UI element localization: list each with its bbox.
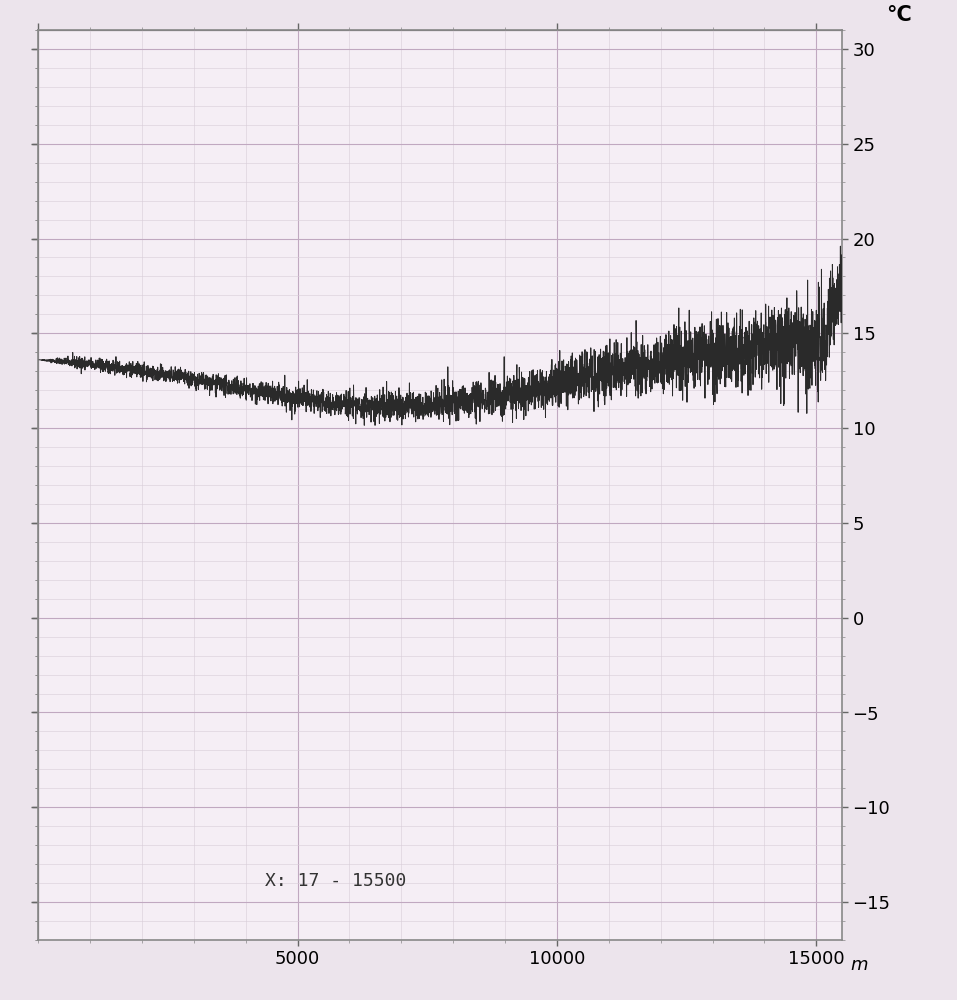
Text: m: m	[850, 956, 868, 974]
Text: X: 17 - 15500: X: 17 - 15500	[265, 872, 407, 890]
Text: °C: °C	[886, 5, 912, 25]
